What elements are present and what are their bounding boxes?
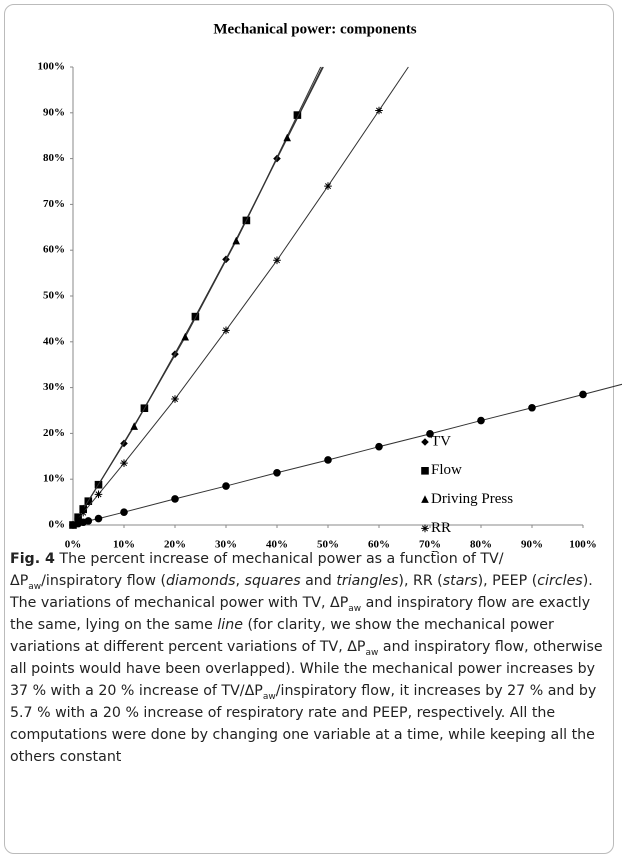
y-tick-label: 30% (43, 381, 65, 393)
y-tick-label: 40% (43, 335, 65, 347)
caption-label: Fig. 4 (10, 551, 55, 567)
y-tick-label: 90% (43, 106, 65, 118)
caption-text: (for clarity, we show the mechanical pow… (10, 617, 554, 655)
x-tick-label: 90% (521, 539, 543, 551)
y-tick-label: 0% (49, 519, 66, 531)
point (375, 442, 383, 451)
caption-italic: stars (442, 573, 478, 589)
figure-frame (4, 4, 614, 854)
legend-label: Flow (431, 462, 462, 478)
point (191, 312, 200, 321)
caption-text: , (235, 573, 245, 589)
caption-italic: diamonds (165, 573, 236, 589)
chart: Mechanical power: components 0% 10% 20% 30%… (38, 21, 622, 552)
legend-marker (421, 438, 429, 446)
point (477, 416, 485, 425)
x-tick-label: 70% (419, 539, 441, 551)
point (426, 430, 434, 438)
caption-italic: triangles (336, 573, 399, 589)
caption: Fig. 4 The percent increase of mechanica… (10, 548, 610, 768)
caption-text: and inspiratory flow are exactly the sam… (10, 595, 591, 633)
caption-italic: line (217, 617, 243, 633)
point (232, 236, 240, 245)
point (130, 422, 138, 430)
point (283, 133, 291, 142)
y-tick-label: 80% (43, 152, 65, 164)
legend-marker (421, 495, 429, 503)
caption-sub: aw (28, 581, 42, 592)
x-tick-label: 0% (65, 539, 82, 551)
point (171, 395, 179, 403)
trend-line (77, 110, 380, 520)
caption-text: /inspiratory flow ( (41, 573, 166, 589)
trend-line (82, 137, 288, 510)
legend-marker (421, 467, 429, 475)
point (579, 390, 587, 399)
caption-sub: aw (262, 691, 276, 702)
point (84, 517, 93, 525)
caption-text: ), RR ( (398, 573, 443, 589)
point (120, 459, 128, 467)
caption-sub: aw (365, 647, 379, 658)
legend-label: Peep (431, 549, 460, 552)
legend-label: Driving Press (431, 491, 513, 507)
trend-extension (378, 66, 409, 111)
point (222, 326, 230, 335)
chart-title: Mechanical power: components (213, 21, 416, 37)
point (293, 111, 302, 119)
y-tick-label: 50% (43, 290, 65, 302)
point (181, 332, 189, 341)
legend-marker (421, 524, 429, 533)
point (273, 256, 281, 265)
y-tick-label: 70% (43, 198, 65, 210)
caption-sub: aw (348, 603, 362, 614)
caption-text: and (300, 573, 337, 589)
legend-label: TV (431, 433, 451, 449)
caption-text: ), PEEP ( (477, 573, 538, 589)
point (94, 490, 103, 499)
trend-line (72, 158, 278, 526)
point (273, 468, 281, 477)
trend-extension (582, 383, 622, 395)
point (324, 456, 332, 464)
point (375, 106, 383, 115)
point (74, 515, 82, 523)
trend-extension (286, 66, 323, 139)
x-tick-label: 40% (266, 539, 288, 551)
legend-label: RR (431, 520, 451, 536)
caption-italic: circles (537, 573, 583, 589)
x-tick-label: 30% (215, 539, 237, 551)
x-tick-label: 100% (569, 539, 597, 551)
trend-extension (296, 66, 322, 116)
caption-text: ). The variations of mechanical power wi… (10, 573, 593, 611)
x-tick-label: 50% (317, 539, 339, 551)
point (171, 495, 179, 503)
x-tick-label: 80% (470, 539, 492, 551)
point (79, 508, 87, 517)
caption-text: and inspiratory flow, otherwise all poin… (10, 639, 603, 699)
y-tick-label: 60% (43, 244, 65, 256)
x-tick-label: 60% (368, 539, 390, 551)
caption-italic: squares (244, 573, 301, 589)
point (528, 403, 536, 412)
point (94, 514, 103, 523)
y-tick-label: 10% (43, 473, 65, 485)
y-tick-label: 20% (43, 427, 65, 439)
caption-text: /inspiratory flow, it increases by 27 % … (10, 683, 597, 765)
point (222, 482, 230, 490)
x-tick-label: 20% (164, 539, 186, 551)
caption-text: The percent increase of mechanical power… (10, 551, 504, 589)
x-tick-label: 10% (113, 539, 135, 551)
point (120, 508, 128, 516)
y-tick-label: 100% (38, 61, 66, 73)
point (324, 182, 332, 190)
trend-line (72, 114, 298, 526)
